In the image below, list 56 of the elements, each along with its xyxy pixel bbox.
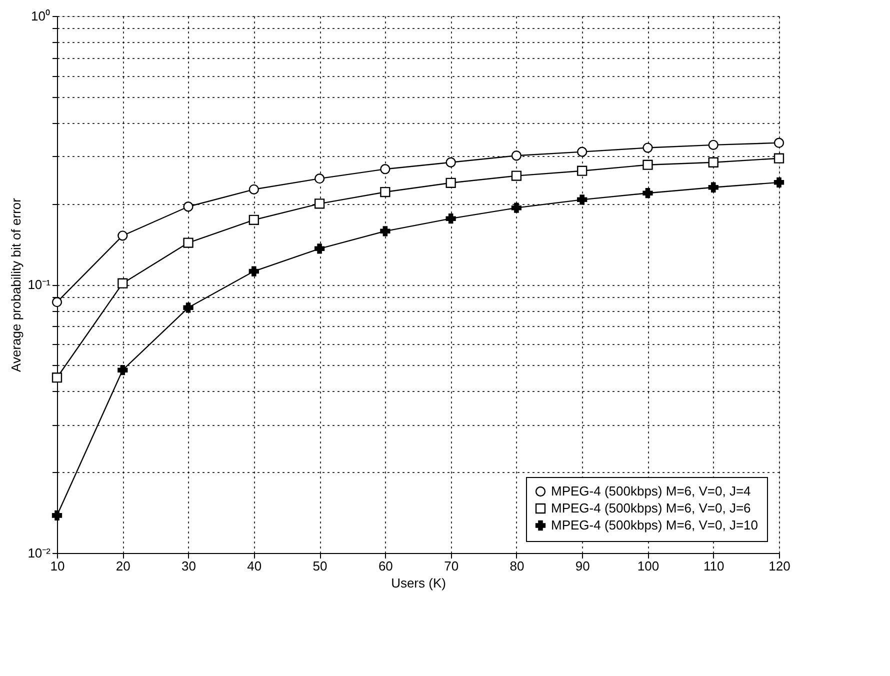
legend-label: MPEG-4 (500kbps) M=6, V=0, J=6 [551,500,751,516]
point [118,278,128,288]
point [774,153,784,164]
x-tick-label: 50 [312,558,328,574]
y-tick-label: 10⁻¹ [28,277,52,292]
point [577,166,588,176]
x-tick-label: 30 [182,558,196,574]
point [248,266,259,276]
point [380,164,390,174]
x-tick-label: 10 [50,558,65,574]
point [314,198,325,209]
point [708,140,718,150]
point [511,202,522,213]
point [183,238,194,248]
x-tick-label: 70 [444,558,459,574]
point [183,302,194,313]
point [577,194,588,205]
point [708,157,718,168]
point [774,177,784,188]
x-tick-label: 110 [703,558,724,574]
point [511,170,522,181]
point [52,297,62,308]
point [248,184,259,194]
point [314,244,325,254]
point [52,372,62,383]
point [118,230,128,241]
x-tick-label: 90 [575,558,590,574]
point [118,365,128,376]
point [511,150,522,161]
point [446,178,456,188]
point [314,174,325,184]
x-tick-label: 20 [116,558,130,574]
legend-label: MPEG-4 (500kbps) M=6, V=0, J=4 [551,484,751,498]
x-tick-label: 100 [637,558,660,574]
x-tick-label: 60 [378,558,393,574]
point [642,188,653,198]
point [577,146,588,157]
point [52,510,62,521]
y-axis-title: Average probability bit of error [8,197,24,372]
point [446,214,456,224]
point [248,214,259,225]
point [380,226,390,236]
x-tick-label: 80 [510,558,524,574]
point [708,182,718,192]
point [183,202,194,212]
y-tick-label: 10⁻² [28,546,52,560]
point [642,142,653,153]
point [642,160,653,170]
point [774,138,784,148]
x-tick-label: 40 [247,558,262,574]
legend-label: MPEG-4 (500kbps) M=6, V=0, J=10 [551,518,758,532]
point [446,157,456,168]
y-tick-label: 10⁰ [31,8,50,24]
x-tick-label: 120 [768,558,790,574]
point [380,186,390,198]
x-axis-title: Users (K) [391,576,446,590]
